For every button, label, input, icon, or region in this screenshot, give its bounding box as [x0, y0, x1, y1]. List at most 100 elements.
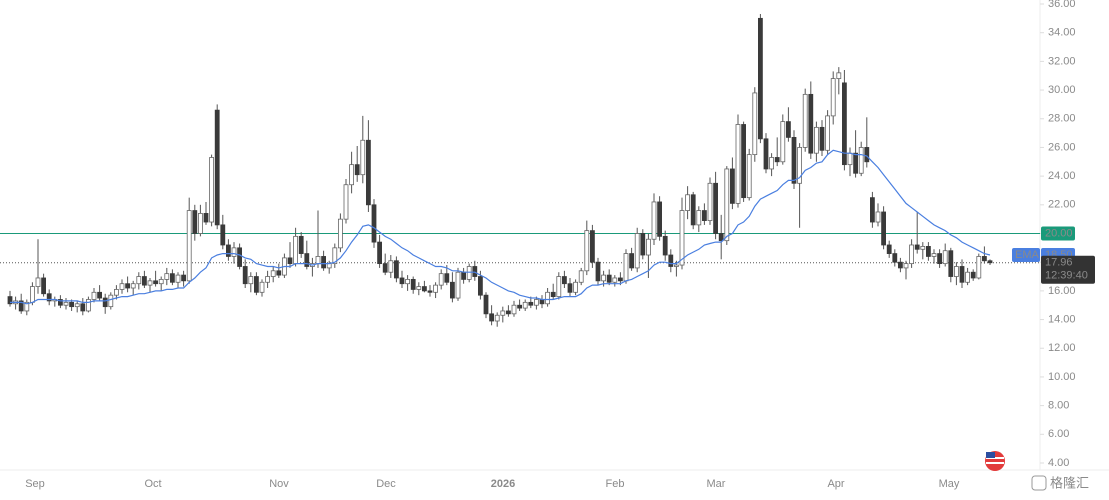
candle-body: [724, 168, 730, 242]
candle-body: [646, 238, 651, 256]
candle-body: [634, 233, 640, 269]
candle-body: [220, 224, 226, 246]
candle-body: [707, 182, 713, 221]
candle-body: [713, 182, 718, 234]
candle-body: [601, 274, 606, 282]
candle-body: [522, 301, 528, 309]
candle-body: [657, 201, 662, 237]
candle-body: [786, 121, 791, 138]
candle-body: [623, 253, 629, 282]
candle-body: [780, 121, 786, 163]
candle-body: [393, 260, 399, 279]
candle-body: [141, 276, 147, 286]
candle-body: [102, 297, 108, 308]
candle-body: [265, 276, 271, 283]
candle-body: [63, 301, 69, 306]
candle-body: [209, 157, 215, 223]
candle-body: [248, 276, 254, 285]
candle-body: [606, 274, 612, 283]
y-tick-label: 14.00: [1048, 313, 1076, 325]
candle-body: [253, 276, 259, 293]
candle-body: [539, 299, 545, 305]
candle-body: [164, 273, 170, 280]
candle-body: [24, 301, 30, 312]
candle-body: [483, 294, 489, 315]
candle-body: [108, 294, 114, 308]
candle-body: [494, 314, 500, 322]
candle-body: [304, 253, 310, 267]
level-label-box: [1041, 226, 1075, 241]
candle-body: [114, 289, 119, 296]
x-tick-label: Mar: [707, 478, 726, 490]
candle-body: [903, 263, 909, 269]
candle-body: [158, 278, 164, 285]
candle-body: [696, 210, 702, 226]
candle-body: [808, 93, 814, 154]
candle-body: [477, 276, 483, 296]
candle-body: [763, 138, 769, 170]
x-tick-label: May: [939, 478, 960, 490]
candle-body: [668, 254, 674, 267]
candle-body: [337, 218, 343, 249]
candle-body: [472, 266, 478, 277]
y-tick-label: 16.00: [1048, 285, 1076, 297]
candle-body: [690, 194, 696, 226]
candle-body: [662, 235, 668, 256]
candle-body: [842, 82, 847, 166]
candle-body: [153, 280, 159, 285]
price-label-box: [1041, 255, 1095, 284]
candle-body: [685, 194, 690, 211]
y-tick-label: 28.00: [1048, 113, 1076, 125]
candle-body: [197, 213, 203, 234]
y-tick-label: 12.00: [1048, 342, 1076, 354]
candle-body: [954, 266, 959, 277]
candle-body: [74, 303, 80, 308]
candle-body: [517, 304, 522, 309]
candle-body: [730, 168, 735, 204]
candle-body: [192, 210, 198, 234]
candle-body: [444, 273, 450, 283]
candle-body: [489, 313, 495, 322]
y-tick-label: 32.00: [1048, 55, 1076, 67]
candle-body: [343, 184, 349, 220]
y-tick-label: 26.00: [1048, 141, 1076, 153]
candle-body: [959, 266, 965, 283]
x-tick-label: Feb: [606, 478, 625, 490]
candle-body: [965, 271, 970, 283]
y-tick-label: 6.00: [1048, 428, 1069, 440]
candle-body: [791, 136, 797, 184]
candle-body: [399, 277, 405, 285]
candle-body: [214, 109, 220, 226]
candle-body: [225, 244, 231, 257]
candle-body: [321, 256, 327, 269]
y-tick-label: 4.00: [1048, 457, 1069, 469]
candle-body: [455, 271, 461, 299]
candle-body: [371, 204, 377, 243]
candle-body: [942, 250, 948, 265]
candle-body: [970, 271, 976, 279]
candle-body: [186, 210, 192, 282]
candle-body: [590, 230, 595, 263]
candle-body: [562, 276, 567, 285]
candle-body: [735, 124, 741, 204]
candle-body: [914, 244, 920, 250]
candle-body: [679, 210, 685, 266]
candle-body: [584, 230, 590, 272]
candle-body: [46, 293, 52, 302]
candle-body: [7, 296, 13, 305]
candle-body: [276, 270, 282, 276]
candle-body: [119, 283, 125, 290]
candle-body: [987, 260, 993, 264]
candle-body: [618, 277, 623, 282]
candle-body: [86, 299, 91, 312]
candle-body: [58, 299, 63, 306]
time-label: 12:39:40: [1045, 270, 1088, 282]
candle-body: [505, 310, 511, 315]
x-tick-label: Apr: [827, 478, 844, 490]
y-tick-label: 24.00: [1048, 170, 1076, 182]
candle-body: [578, 270, 584, 283]
candle-body: [293, 235, 299, 265]
candle-body: [125, 283, 130, 289]
candle-body: [41, 277, 46, 295]
